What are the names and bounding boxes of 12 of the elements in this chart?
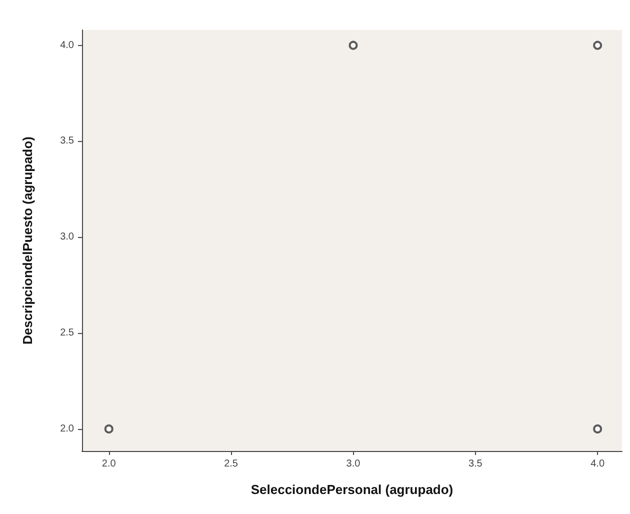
x-axis-title: SelecciondePersonal (agrupado)	[250, 482, 454, 497]
y-tick-label: 3.0	[60, 232, 74, 243]
y-tick-label: 2.5	[60, 328, 74, 339]
y-tick-label: 2.0	[60, 423, 74, 434]
y-axis-title: DescripciondelPuesto (agrupado)	[20, 136, 35, 345]
x-tick-label: 3.5	[468, 458, 483, 470]
x-tick-label: 4.0	[590, 458, 605, 470]
x-tick-label: 2.5	[224, 458, 238, 470]
y-tick-label: 3.5	[60, 136, 74, 147]
x-tick-label: 2.0	[102, 458, 116, 470]
x-tick-label: 3.0	[346, 458, 361, 470]
y-tick-label: 4.0	[60, 40, 74, 51]
